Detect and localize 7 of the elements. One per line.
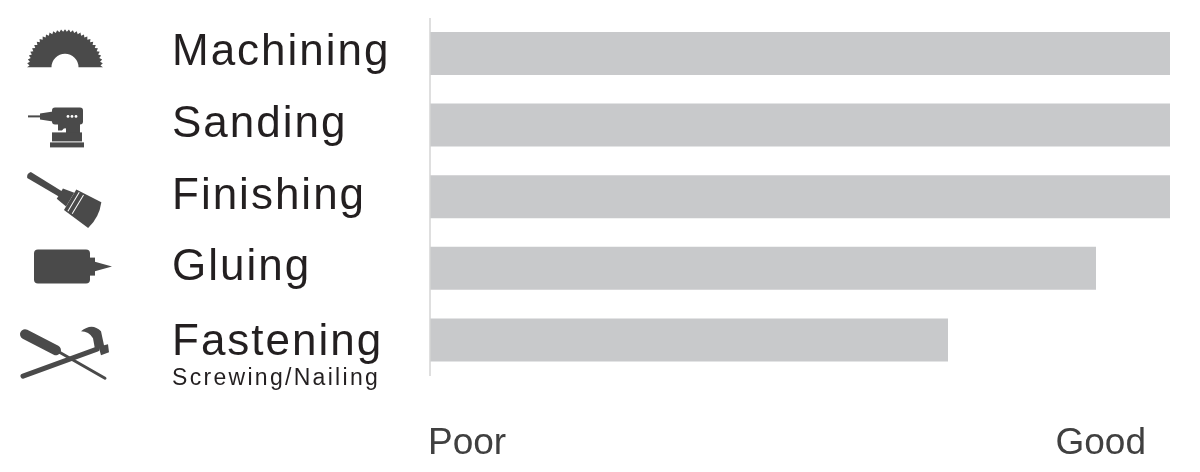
y-tick-label: Gluing <box>172 240 312 290</box>
text: Poor <box>428 421 507 462</box>
y-tick-label: Fastening Screwing/Nailing <box>172 315 384 391</box>
text: Good <box>1055 421 1146 462</box>
y-tick-label: Finishing <box>172 168 367 218</box>
y-tick-label: Sanding <box>172 96 348 146</box>
y-tick-label: Machining <box>172 25 391 75</box>
